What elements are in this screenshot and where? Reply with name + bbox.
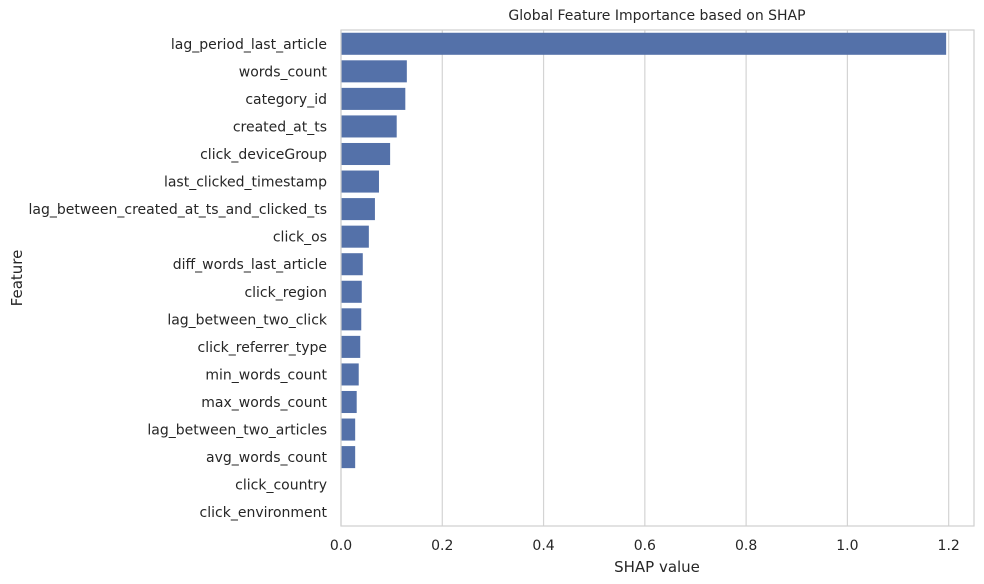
y-tick-label: avg_words_count <box>206 450 327 466</box>
bar <box>341 308 362 331</box>
y-tick-label: click_os <box>273 230 327 246</box>
y-tick-label: diff_words_last_article <box>173 257 327 273</box>
y-tick-label: created_at_ts <box>233 119 327 135</box>
y-axis-label: Feature <box>8 250 26 307</box>
y-tick-label: lag_between_two_click <box>167 312 328 328</box>
y-tick-label: lag_between_created_at_ts_and_clicked_ts <box>29 202 327 218</box>
y-tick-label: category_id <box>245 92 327 108</box>
x-tick-label: 0.2 <box>431 538 453 554</box>
bar <box>341 280 362 303</box>
y-tick-label: words_count <box>239 64 328 80</box>
y-tick-label: max_words_count <box>201 395 327 411</box>
y-tick-label: click_country <box>235 478 327 494</box>
x-tick-label: 1.2 <box>938 538 960 554</box>
plot-frame <box>340 29 975 527</box>
x-tick-label: 0.8 <box>735 538 757 554</box>
y-tick-labels: lag_period_last_article words_countcatego… <box>29 37 328 521</box>
bar <box>341 142 391 166</box>
x-tick-label: 0.4 <box>532 538 554 554</box>
bars <box>341 32 947 524</box>
bar <box>341 60 407 83</box>
bar <box>341 253 363 276</box>
bar <box>341 115 397 138</box>
bar <box>341 335 361 358</box>
y-tick-label: lag_between_two_articles <box>147 423 327 439</box>
bar <box>341 418 356 441</box>
x-tick-labels: 0.0 0.2 0.4 0.6 0.8 1.0 1.2 <box>330 538 960 554</box>
bar <box>341 225 369 248</box>
y-tick-label: last_clicked_timestamp <box>164 175 327 191</box>
x-tick-label: 0.0 <box>330 538 352 554</box>
x-axis-label: SHAP value <box>614 558 700 576</box>
y-tick-label: min_words_count <box>205 367 327 383</box>
y-tick-label: click_environment <box>200 505 328 521</box>
bar <box>341 198 375 221</box>
bar <box>341 32 947 55</box>
x-tick-label: 0.6 <box>634 538 656 554</box>
bar <box>341 446 356 469</box>
bar <box>341 170 379 193</box>
y-tick-label: lag_period_last_article <box>171 37 327 53</box>
grid-lines <box>340 30 950 526</box>
bar <box>341 390 357 414</box>
bar <box>341 363 359 386</box>
y-tick-label: click_referrer_type <box>198 340 328 356</box>
y-tick-label: click_deviceGroup <box>200 147 327 163</box>
bar <box>341 87 406 110</box>
x-tick-label: 1.0 <box>836 538 858 554</box>
y-tick-label: click_region <box>244 285 327 301</box>
chart-title: Global Feature Importance based on SHAP <box>508 8 805 24</box>
